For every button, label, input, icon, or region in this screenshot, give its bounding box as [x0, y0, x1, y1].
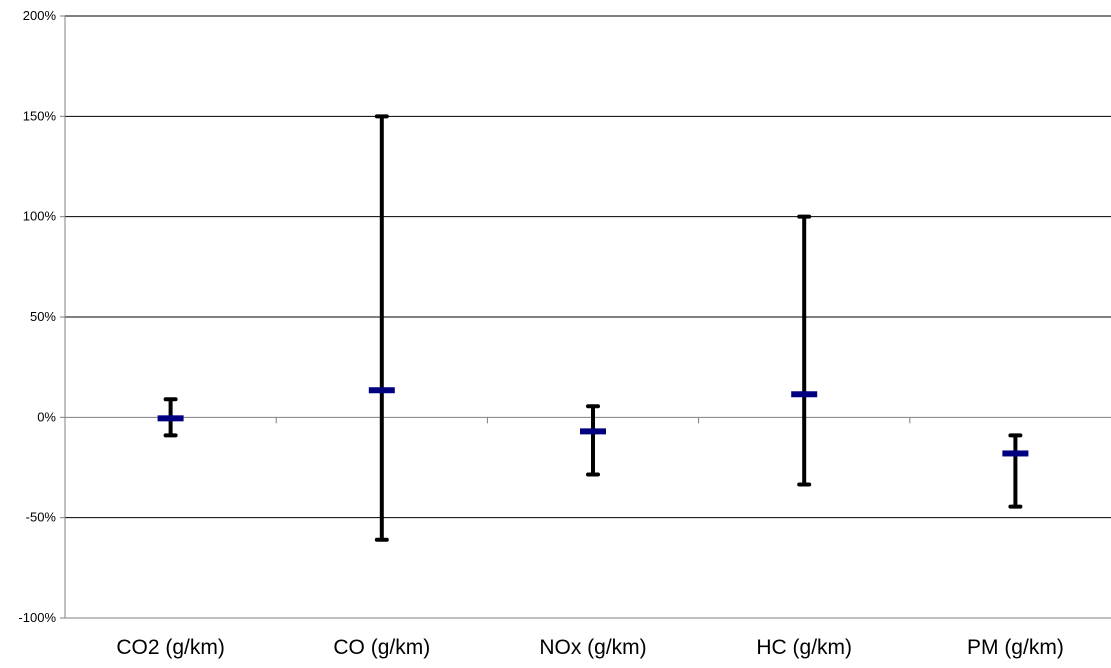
y-tick-label: 200% — [23, 8, 57, 23]
x-tick-label: PM (g/km) — [967, 636, 1064, 659]
x-tick-label: HC (g/km) — [756, 636, 852, 659]
axes — [60, 15, 1111, 619]
gridlines — [65, 15, 1111, 519]
y-axis-tick-labels: -100% -50% 0% 50% 100% 150% 200% — [18, 8, 56, 625]
value-marker — [580, 428, 606, 435]
x-tick-label: CO2 (g/km) — [116, 636, 225, 659]
value-marker — [157, 415, 184, 422]
y-tick-label: 0% — [37, 409, 56, 424]
value-marker — [368, 387, 395, 394]
value-marker — [791, 391, 818, 398]
y-tick-label: 50% — [30, 309, 56, 324]
y-tick-label: 100% — [23, 209, 57, 224]
value-marker — [1002, 450, 1029, 457]
error-bars — [163, 114, 1023, 542]
x-tick-label: NOx (g/km) — [539, 636, 646, 659]
y-tick-label: 150% — [23, 108, 57, 123]
x-axis-tick-labels: CO2 (g/km) CO (g/km) NOx (g/km) HC (g/km) PM… — [116, 636, 1063, 659]
x-tick-label: CO (g/km) — [333, 636, 430, 659]
y-tick-label: -50% — [26, 510, 57, 525]
y-tick-label: -100% — [18, 610, 56, 625]
value-markers — [157, 387, 1029, 457]
